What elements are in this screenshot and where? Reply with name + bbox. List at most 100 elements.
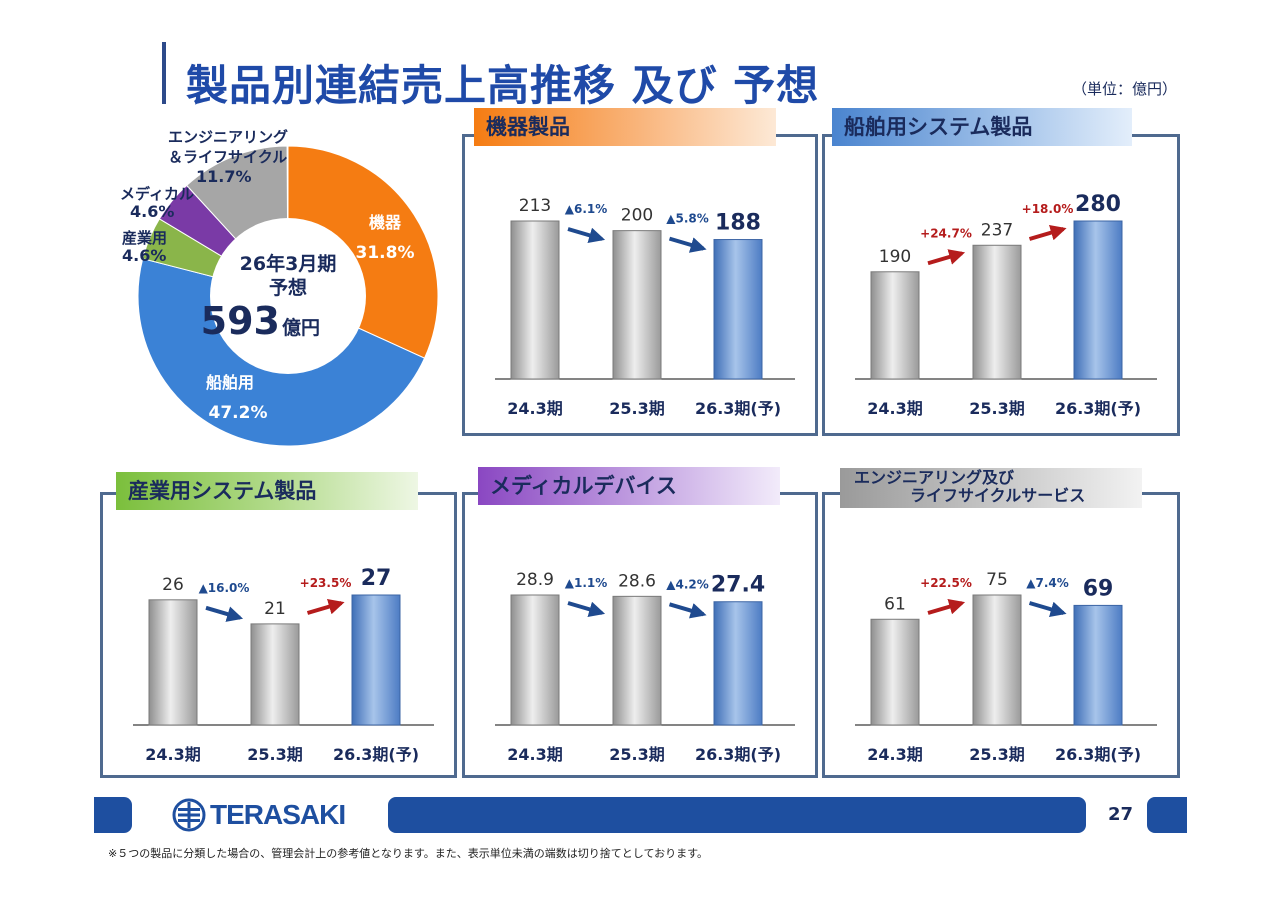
panel-title-senpaku: 船舶用システム製品	[832, 108, 1132, 146]
footer-bar	[388, 797, 1086, 833]
unit-label: （単位：億円）	[1072, 80, 1178, 98]
category-label-2: 26.3期(予)	[695, 399, 781, 418]
bar-chart-eng: 61 24.3期 75 25.3期 69 26.3期(予) +22.5% ▲7.4%	[855, 570, 1157, 764]
donut-center-forecast: 予想	[269, 276, 307, 299]
bar-1	[612, 595, 662, 726]
change-label-1: ▲4.2%	[666, 577, 709, 591]
value-label-1: 75	[986, 570, 1008, 590]
slice-value-kiki: 31.8%	[356, 243, 415, 263]
footer-left-block	[94, 797, 132, 833]
change-label-1: ▲7.4%	[1026, 576, 1069, 590]
change-label-0: +24.7%	[920, 226, 972, 240]
panel-medical: 28.9 24.3期 28.6 25.3期 27.4 26.3期(予) ▲1.1% ▲4.2%	[462, 492, 818, 778]
donut-chart: 26年3月期 予想 593 億円 機器 31.8% 船舶用 47.2% 産業用 …	[100, 120, 460, 460]
panel-kiki: 213 24.3期 200 25.3期 188 26.3期(予) ▲6.1% ▲5.8%	[462, 134, 818, 436]
donut-hole	[210, 218, 366, 374]
change-label-0: ▲16.0%	[199, 581, 250, 595]
slice-label-sangyo: 産業用	[122, 229, 167, 247]
panel-sangyo: 26 24.3期 21 25.3期 27 26.3期(予) ▲16.0% +23.5%	[100, 492, 457, 778]
bar-chart-sangyo: 26 24.3期 21 25.3期 27 26.3期(予) ▲16.0% +23.5%	[133, 566, 434, 764]
change-arrow-icon-1	[668, 602, 707, 619]
slice-label-eng-2: ＆ライフサイクル	[168, 148, 287, 166]
panel-title-eng-line1: エンジニアリング及び	[854, 468, 1015, 487]
value-label-2: 280	[1075, 192, 1121, 217]
bar-0	[510, 220, 560, 380]
footer-right-block	[1147, 797, 1187, 833]
donut-center-unit: 億円	[282, 316, 320, 339]
category-label-2: 26.3期(予)	[1055, 745, 1141, 764]
bar-1	[972, 594, 1022, 726]
category-label-1: 25.3期	[969, 399, 1024, 418]
change-arrow-icon-1	[668, 236, 707, 253]
donut-center-total: 593	[201, 299, 280, 343]
category-label-1: 25.3期	[247, 745, 302, 764]
bar-0	[148, 599, 198, 726]
category-label-0: 24.3期	[867, 745, 922, 764]
donut-svg: 26年3月期 予想 593 億円 機器 31.8% 船舶用 47.2% 産業用 …	[120, 128, 439, 447]
panel-title-eng: エンジニアリング及び ライフサイクルサービス	[840, 468, 1142, 508]
panel-title-eng-line2: ライフサイクルサービス	[910, 486, 1086, 505]
slice-label-kiki: 機器	[369, 213, 402, 232]
value-label-2: 27.4	[711, 573, 765, 598]
change-arrow-icon-0	[927, 598, 966, 615]
footnote: ※５つの製品に分類した場合の、管理会計上の参考値となります。また、表示単位未満の…	[108, 847, 709, 860]
change-label-1: ▲5.8%	[666, 212, 709, 226]
change-arrow-icon-1	[1028, 224, 1067, 241]
bar-0	[870, 271, 920, 380]
value-label-0: 61	[884, 594, 906, 614]
change-arrow-icon-0	[567, 601, 606, 618]
category-label-2: 26.3期(予)	[1055, 399, 1141, 418]
slice-label-medical: メディカル	[120, 185, 194, 203]
bar-1	[250, 623, 300, 726]
category-label-2: 26.3期(予)	[695, 745, 781, 764]
value-label-0: 26	[162, 575, 184, 595]
bar-2	[713, 601, 763, 726]
category-label-0: 24.3期	[507, 745, 562, 764]
change-label-0: ▲1.1%	[565, 576, 608, 590]
change-label-0: ▲6.1%	[565, 202, 608, 216]
page-number: 27	[1108, 804, 1134, 825]
change-arrow-icon-0	[567, 227, 606, 244]
bar-chart-medical: 28.9 24.3期 28.6 25.3期 27.4 26.3期(予) ▲1.1% ▲4.2%	[495, 570, 795, 764]
category-label-0: 24.3期	[507, 399, 562, 418]
change-label-0: +22.5%	[920, 576, 972, 590]
bar-2	[351, 594, 401, 726]
slice-label-senpaku: 船舶用	[206, 373, 254, 392]
category-label-1: 25.3期	[609, 399, 664, 418]
slice-value-sangyo: 4.6%	[122, 246, 166, 265]
change-arrow-icon-1	[306, 598, 345, 615]
change-arrow-icon-1	[1028, 601, 1067, 618]
category-label-0: 24.3期	[145, 745, 200, 764]
slice-value-medical: 4.6%	[130, 202, 174, 221]
value-label-1: 237	[981, 220, 1013, 240]
change-arrow-icon-0	[927, 249, 966, 266]
bar-chart-senpaku: 190 24.3期 237 25.3期 280 26.3期(予) +24.7% +18.0%	[855, 192, 1157, 418]
terasaki-logo: TERASAKI	[172, 795, 352, 835]
bar-2	[713, 239, 763, 380]
value-label-2: 27	[361, 566, 392, 591]
panel-title-sangyo: 産業用システム製品	[116, 472, 418, 510]
slice-value-senpaku: 47.2%	[209, 403, 268, 423]
panel-title-medical: メディカルデバイス	[478, 467, 780, 505]
bar-0	[510, 594, 560, 726]
category-label-2: 26.3期(予)	[333, 745, 419, 764]
panel-title-kiki: 機器製品	[474, 108, 776, 146]
panel-senpaku: 190 24.3期 237 25.3期 280 26.3期(予) +24.7% +18.0%	[822, 134, 1180, 436]
logo-text: TERASAKI	[210, 799, 346, 830]
title-accent-bar	[162, 42, 166, 104]
panel-eng: 61 24.3期 75 25.3期 69 26.3期(予) +22.5% ▲7.4%	[822, 492, 1180, 778]
value-label-1: 200	[621, 206, 653, 226]
category-label-1: 25.3期	[609, 745, 664, 764]
logo-mark-icon	[172, 798, 206, 832]
slice-label-eng-1: エンジニアリング	[168, 128, 288, 146]
bar-0	[870, 618, 920, 726]
value-label-0: 190	[879, 247, 911, 267]
bar-2	[1073, 604, 1123, 726]
bar-1	[612, 230, 662, 380]
bar-chart-kiki: 213 24.3期 200 25.3期 188 26.3期(予) ▲6.1% ▲5.8%	[495, 196, 795, 418]
change-label-1: +23.5%	[300, 576, 352, 590]
bar-2	[1073, 220, 1123, 380]
change-label-1: +18.0%	[1022, 202, 1074, 216]
page-title: 製品別連結売上高推移 及び 予想	[186, 61, 820, 110]
value-label-1: 21	[264, 599, 286, 619]
